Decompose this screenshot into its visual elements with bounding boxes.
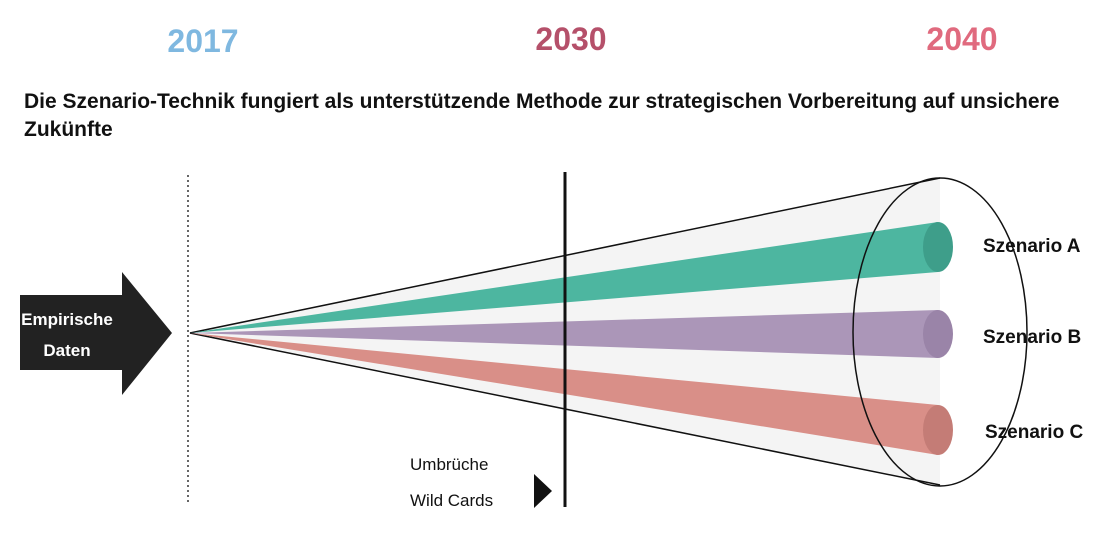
- year-2017: 2017: [167, 23, 238, 59]
- arrow-label: Daten: [43, 341, 90, 360]
- year-2040: 2040: [926, 21, 997, 57]
- beam-c-end: [923, 405, 953, 455]
- disruption-label: Umbrüche: [410, 455, 488, 474]
- input-arrow: [20, 272, 172, 395]
- title: Die Szenario-Technik fungiert als unters…: [24, 90, 1060, 141]
- disruption-label: Wild Cards: [410, 491, 493, 510]
- cone-opening: [852, 177, 1028, 487]
- scenario-label: Szenario C: [985, 422, 1083, 443]
- arrow-label: Empirische: [21, 310, 113, 329]
- scenario-label: Szenario A: [983, 236, 1081, 257]
- beam-a-end: [923, 222, 953, 272]
- title-box: Die Szenario-Technik fungiert als unters…: [24, 90, 1060, 141]
- scenario-label: Szenario B: [983, 327, 1081, 348]
- year-2030: 2030: [535, 21, 606, 57]
- disruption-arrow: [534, 474, 552, 508]
- beam-b-end: [923, 310, 953, 358]
